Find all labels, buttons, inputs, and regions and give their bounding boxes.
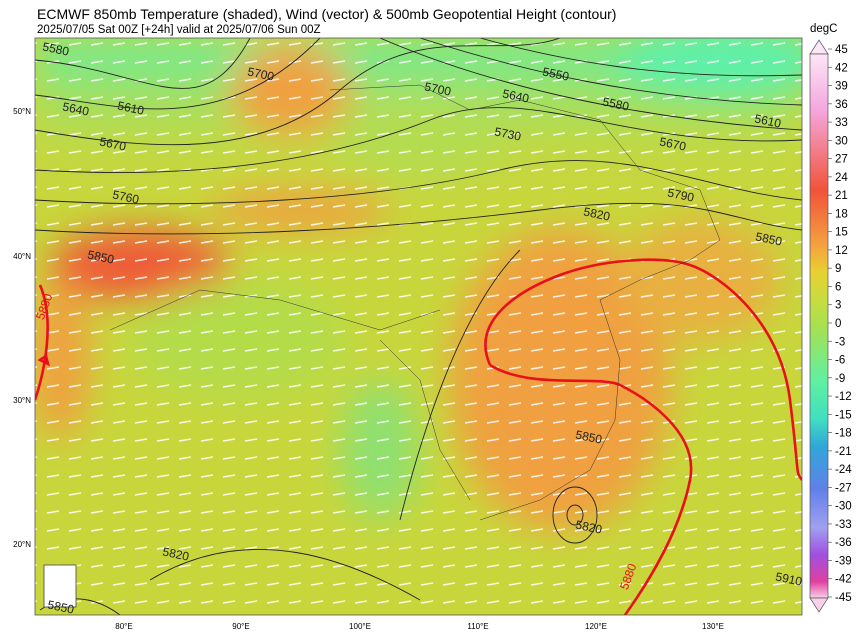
colorbar-tick-label: 12 [835,245,848,257]
colorbar-tick-label: -9 [835,373,845,385]
contour-label: 5640 [501,86,530,105]
colorbar-top [809,39,829,55]
colorbar-tick-label: -18 [835,428,852,440]
colorbar-tick-label: 18 [835,208,848,220]
colorbar-tick-label: 15 [835,227,848,239]
lon-label: 130°E [702,622,724,631]
colorbar-tick-label: 27 [835,154,848,166]
map-field [35,38,802,615]
colorbar-tick-label: 33 [835,117,848,129]
colorbar-tick-label: -45 [835,592,852,604]
contour-label: 5790 [666,185,695,204]
contour-label: 5820 [582,204,611,223]
colorbar-tick-label: -42 [835,574,852,586]
colorbar-tick-label: -21 [835,446,852,458]
colorbar-tick-label: -6 [835,355,845,367]
lon-label: 110°E [467,622,488,631]
contour-label: 5670 [98,134,127,153]
colorbar-tick-label: -12 [835,391,852,403]
contour-label: 5820 [161,544,190,563]
colorbar-tick-label: 9 [835,263,841,275]
contour-label: 5850 [46,597,75,616]
contour-label: 5850 [86,247,115,266]
colorbar-tick-label: 0 [835,318,841,330]
contour-label: 5640 [61,99,90,118]
contour-label: 5850 [754,229,783,248]
colorbar-tick-label: 36 [835,99,848,111]
lon-label: 90°E [232,622,249,631]
contour-label: 5670 [658,134,687,153]
colorbar-tick-label: 6 [835,281,841,293]
contour-label: 5550 [541,64,570,83]
contour-label: 5850 [574,427,603,446]
colorbar-tick-label: -30 [835,501,852,513]
subtitle: 2025/07/05 Sat 00Z [+24h] valid at 2025/… [37,24,321,36]
contour-label: 5910 [774,569,803,588]
colorbar-tick-label: 30 [835,135,848,147]
colorbar-tick-label: -33 [835,519,852,531]
lon-label: 80°E [115,622,132,631]
colorbar-tick-label: 21 [835,190,848,202]
colorbar-tick-label: 45 [835,44,848,56]
lat-label: 20°N [13,540,31,549]
contour-label: 5610 [116,98,145,117]
contour-label: 5610 [753,111,782,130]
contour-label: 5730 [493,124,522,143]
title: ECMWF 850mb Temperature (shaded), Wind (… [37,6,616,22]
lat-label: 40°N [13,252,31,261]
colorbar-bottom [809,597,829,613]
contour-label: 5700 [423,79,452,98]
colorbar-tick-label: -39 [835,555,852,567]
contour-label: 5760 [111,187,140,206]
contour-label: 5820 [574,517,603,536]
colorbar-tick-label: -36 [835,537,852,549]
colorbar-tick-label: 42 [835,62,848,74]
contour-label: 5700 [246,64,275,83]
lat-label: 50°N [13,107,31,116]
lon-label: 120°E [585,622,607,631]
colorbar-tick-label: -24 [835,464,852,476]
lon-label: 100°E [349,622,371,631]
colorbar [809,53,829,599]
colorbar-tick-label: -3 [835,336,845,348]
colorbar-tick-label: 3 [835,300,841,312]
colorbar-tick-label: 24 [835,172,848,184]
lat-label: 30°N [13,396,31,405]
contour-label: 5580 [41,39,70,58]
colorbar-label: degC [810,23,838,35]
contour-label: 5580 [601,94,630,113]
colorbar-tick-label: -15 [835,409,852,421]
colorbar-tick-label: -27 [835,482,852,494]
colorbar-tick-label: 39 [835,81,848,93]
